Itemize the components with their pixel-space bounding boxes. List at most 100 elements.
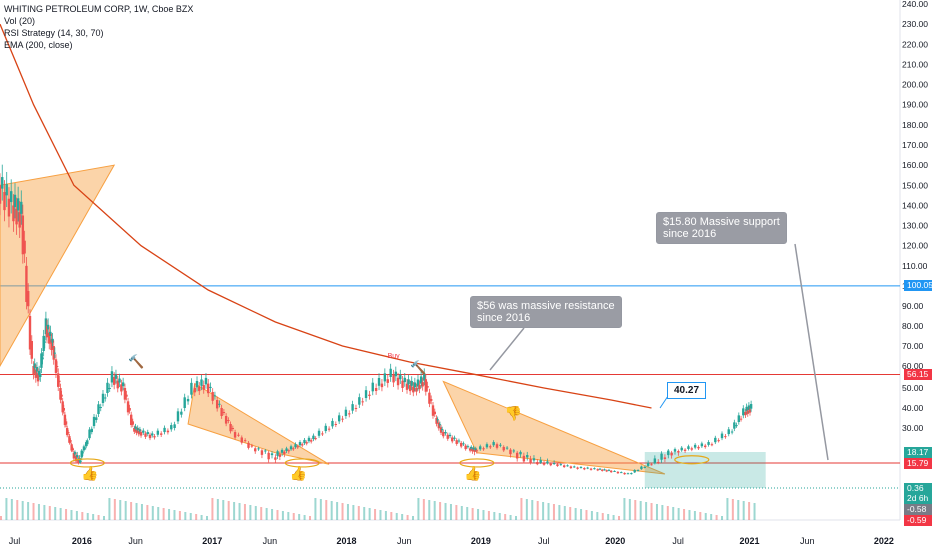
volume-bar	[525, 499, 528, 520]
candle	[704, 445, 707, 448]
support-annotation[interactable]: $15.80 Massive support since 2016	[656, 212, 787, 244]
candle	[0, 185, 2, 204]
volume-bar	[260, 507, 263, 520]
volume-bar	[482, 510, 485, 520]
candle	[605, 470, 608, 472]
candle	[48, 332, 51, 344]
candle	[18, 212, 21, 228]
candle	[440, 429, 444, 431]
candle	[620, 472, 623, 474]
candle	[532, 458, 536, 461]
candle	[623, 472, 626, 475]
x-tick-label: Jun	[800, 536, 815, 546]
y-tick-label: 80.00	[902, 321, 924, 331]
volume-bar	[103, 516, 106, 520]
candle	[43, 341, 46, 343]
x-tick-label: Jun	[397, 536, 412, 546]
candle	[142, 430, 145, 433]
candle	[407, 379, 410, 385]
candle	[421, 382, 424, 387]
volume-bar	[211, 498, 214, 520]
chart-title: WHITING PETROLEUM CORP, 1W, Cboe BZX	[4, 4, 194, 14]
volume-bar	[54, 507, 57, 520]
candle	[423, 373, 426, 381]
volume-bar	[233, 502, 236, 520]
volume-bar	[471, 508, 474, 520]
volume-bar	[97, 515, 100, 520]
price-tag: 100.05	[904, 280, 932, 292]
volume-bar	[173, 510, 176, 520]
candle	[526, 455, 529, 458]
candle	[399, 374, 402, 380]
candle	[643, 466, 646, 468]
hammer-icon: 🔨	[128, 354, 144, 369]
volume-bar	[607, 514, 610, 520]
price-callout[interactable]: 40.27	[667, 382, 707, 399]
candle	[50, 339, 53, 350]
candle	[227, 420, 230, 421]
resistance-annotation[interactable]: $56 was massive resistance since 2016	[470, 296, 622, 328]
candle	[5, 184, 8, 196]
ema-line	[0, 23, 652, 409]
candle	[222, 412, 226, 413]
candle	[116, 380, 119, 389]
y-tick-label: 150.00	[902, 180, 928, 190]
candle	[509, 449, 512, 455]
volume-bar	[130, 502, 133, 520]
y-tick-label: 180.00	[902, 120, 928, 130]
volume-bar	[276, 510, 279, 520]
legend-vol: Vol (20)	[4, 16, 36, 26]
candle	[386, 379, 389, 383]
candle	[502, 446, 505, 451]
y-tick-label: 200.00	[902, 80, 928, 90]
candle	[170, 425, 173, 430]
candle	[479, 446, 482, 450]
candle	[63, 414, 67, 425]
volume-bar	[21, 501, 24, 520]
candle	[321, 433, 324, 435]
candle	[62, 408, 66, 411]
candle	[673, 449, 677, 452]
volume-bar	[292, 513, 295, 520]
volume-bar	[531, 500, 534, 520]
side-label: 2d 6h	[904, 493, 932, 504]
candle	[61, 401, 64, 413]
volume-bar	[666, 506, 669, 520]
volume-bar	[412, 516, 415, 520]
candle	[294, 444, 297, 448]
candle	[233, 432, 237, 438]
candle	[257, 448, 260, 450]
candle	[274, 457, 277, 460]
candle	[566, 465, 569, 467]
y-tick-label: 60.00	[902, 361, 924, 371]
candle	[121, 382, 125, 387]
candle	[630, 473, 633, 475]
x-tick-label: Jul	[538, 536, 550, 546]
candle	[70, 444, 73, 451]
candle	[663, 457, 667, 460]
volume-bar	[688, 510, 691, 520]
volume-bar	[455, 505, 458, 520]
candle	[125, 394, 128, 397]
candle	[457, 440, 461, 442]
candle	[49, 331, 52, 336]
candle	[32, 366, 35, 375]
candle	[653, 458, 657, 464]
volume-bar	[493, 512, 496, 520]
volume-bar	[59, 508, 62, 520]
volume-bar	[238, 503, 241, 520]
candle	[324, 425, 327, 432]
candle	[598, 468, 602, 470]
candle	[475, 450, 479, 452]
candle	[314, 438, 317, 440]
candle	[519, 451, 522, 455]
candle	[45, 326, 49, 338]
candle	[660, 453, 663, 460]
candle	[559, 464, 563, 466]
candle	[68, 436, 71, 443]
volume-bar	[504, 514, 507, 520]
candle	[104, 397, 107, 399]
candle	[148, 434, 152, 439]
candle	[79, 461, 82, 463]
